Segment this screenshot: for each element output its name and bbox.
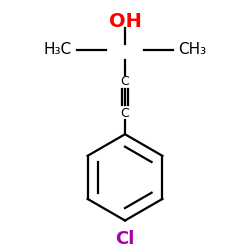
Text: OH: OH xyxy=(108,12,142,30)
Text: H₃C: H₃C xyxy=(44,42,72,57)
Text: Cl: Cl xyxy=(115,230,135,248)
Text: C: C xyxy=(121,107,130,120)
Text: C: C xyxy=(121,75,130,88)
Text: CH₃: CH₃ xyxy=(178,42,206,57)
